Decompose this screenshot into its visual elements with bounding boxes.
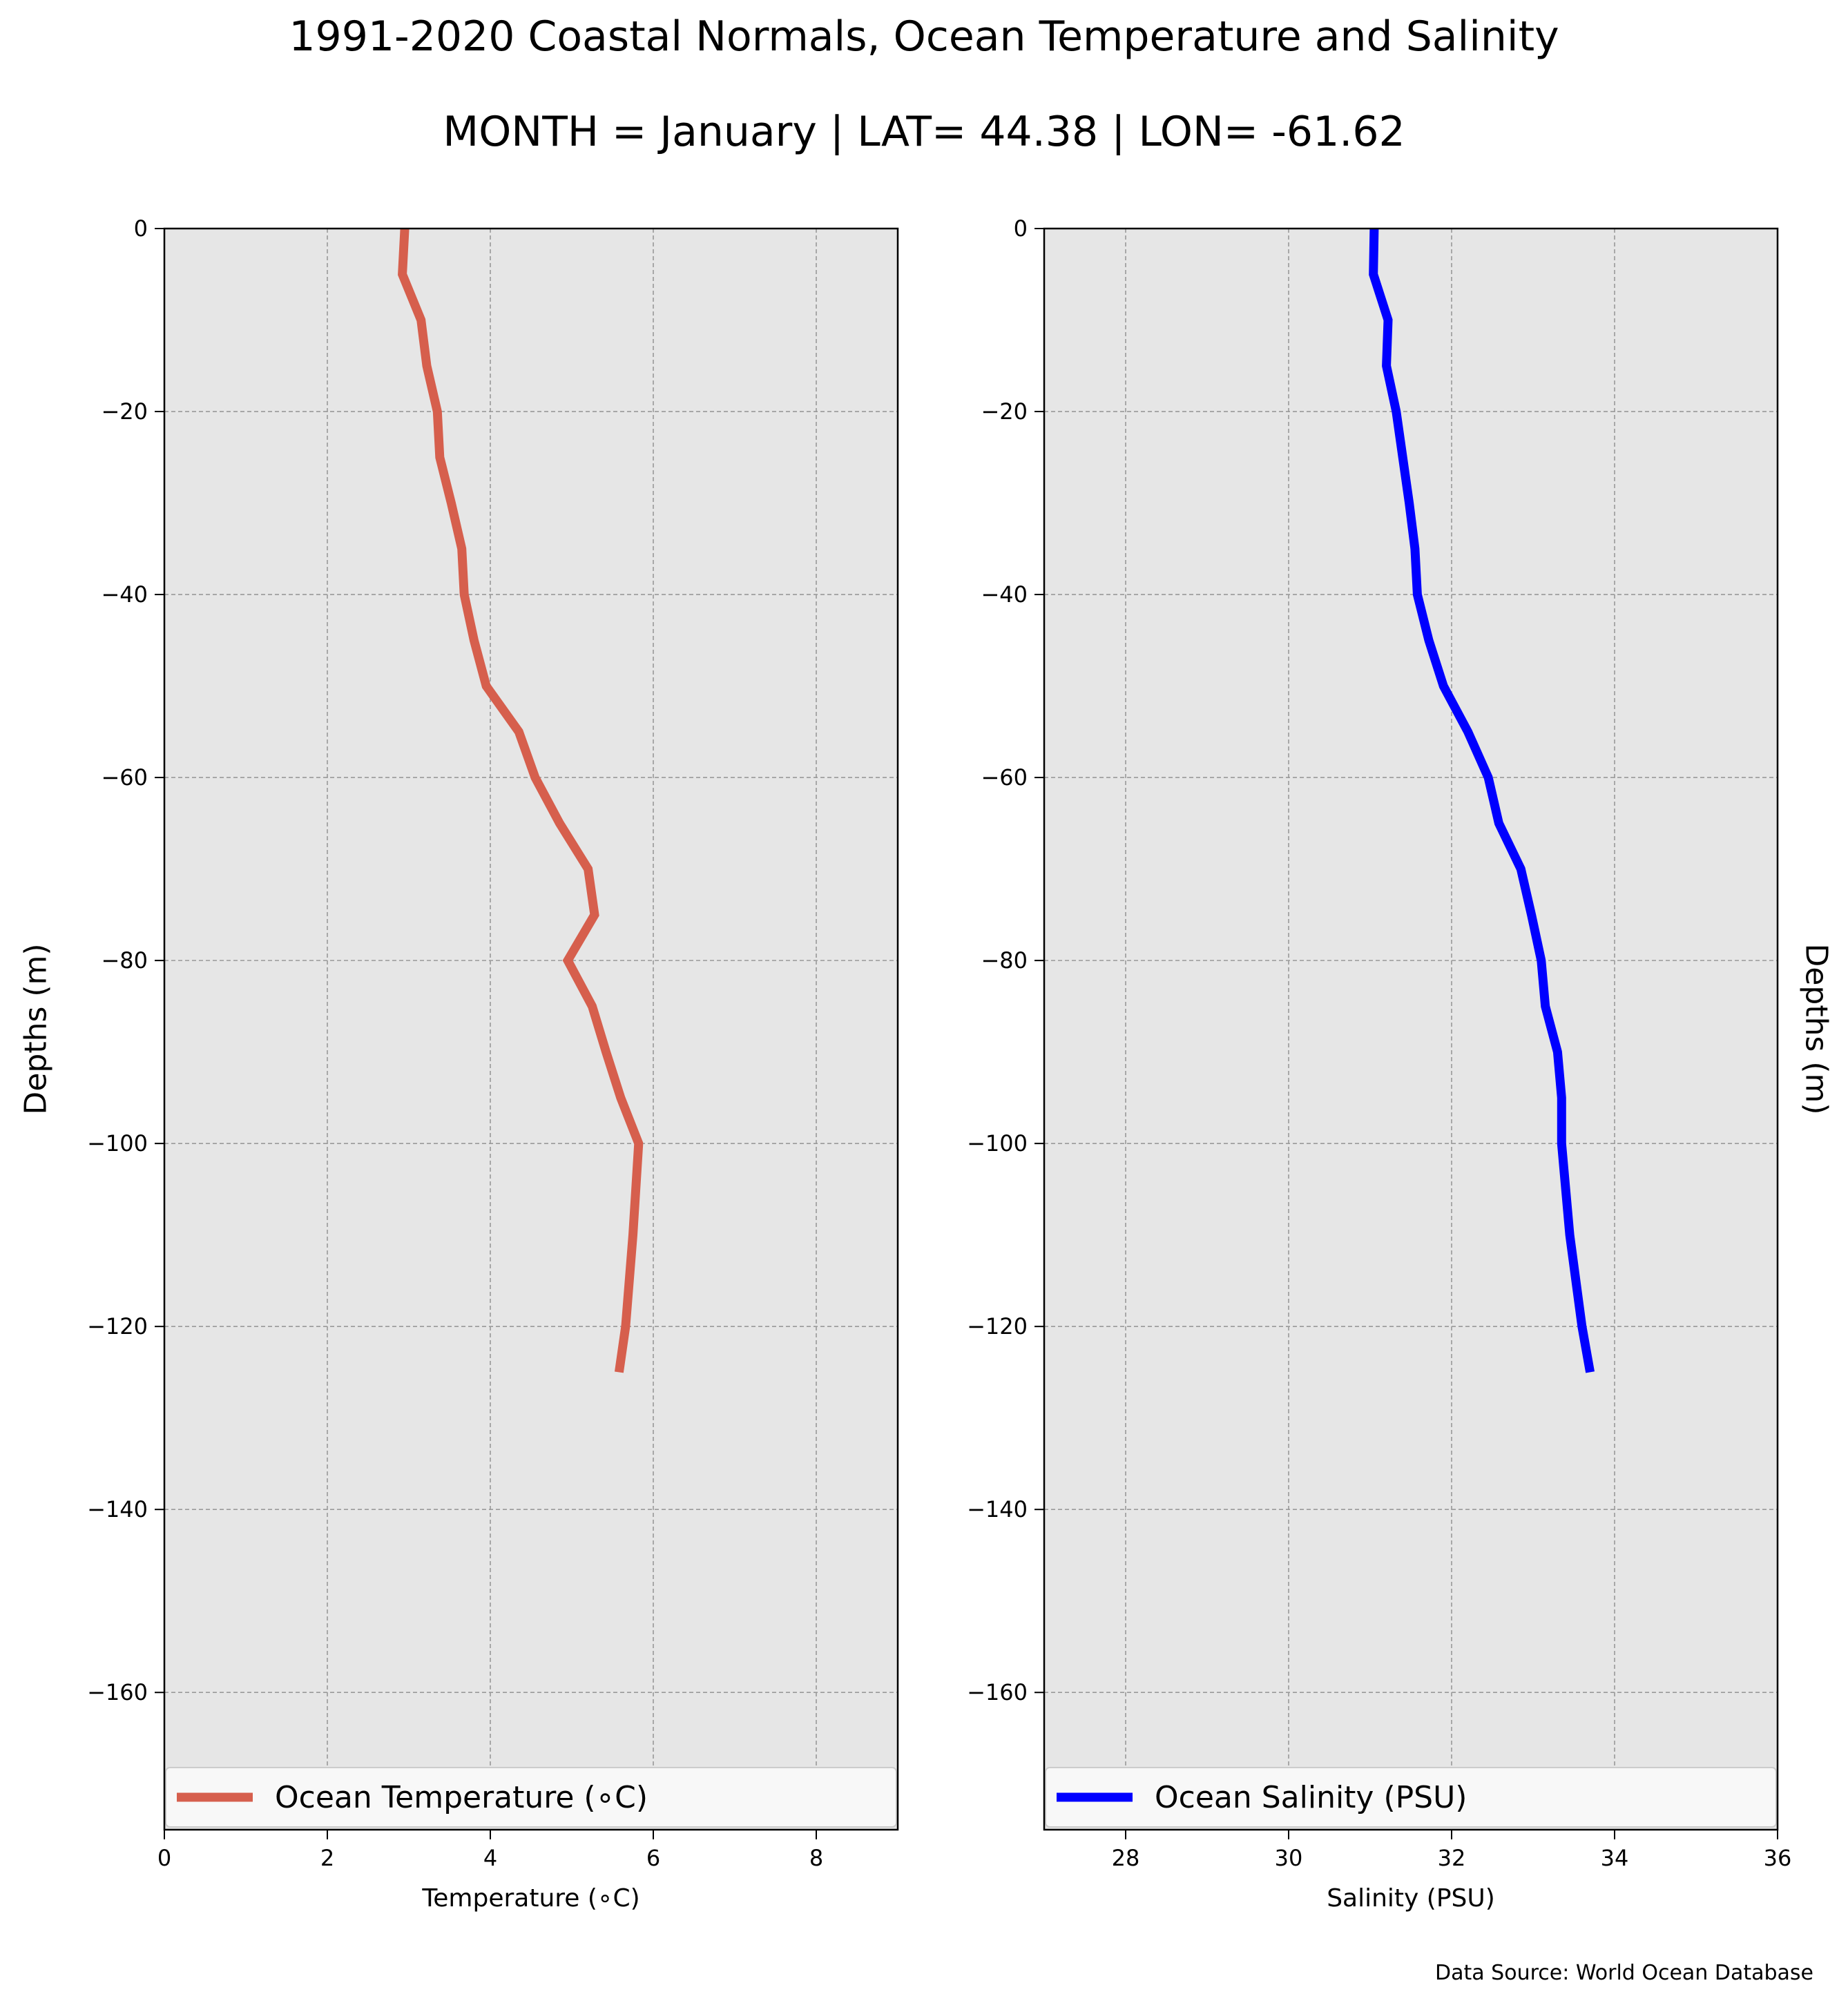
y-tick-label: −20 [101,398,148,425]
y-tick-label: −140 [87,1496,148,1522]
y-tick-label: −160 [967,1679,1028,1705]
x-axis-label: Temperature (∘C) [421,1884,639,1913]
temperature-panel: 0 −20 −40 −60 −80 −100 −120 −140 −160 0 2 4 6 8 Ocean … [19,215,899,1913]
x-tick-label: 28 [1112,1845,1140,1871]
x-tick-label: 32 [1438,1845,1466,1871]
x-tick-label: 6 [646,1845,660,1871]
y-tick-label: −160 [87,1679,148,1705]
legend: Ocean Temperature (∘C) [165,1767,897,1828]
legend-box [1045,1767,1777,1828]
axes-frame [163,227,899,1831]
y-tick-label: −80 [981,947,1028,974]
x-tick-label: 2 [320,1845,334,1871]
y-tick-label: −100 [967,1130,1028,1157]
legend-label: Ocean Salinity (PSU) [1155,1780,1467,1815]
y-tick-label: 0 [1014,215,1028,242]
series-line-temperature [398,228,644,1373]
legend: Ocean Salinity (PSU) [1045,1767,1777,1828]
y-tick-label: −20 [981,398,1028,425]
x-tick-label: 8 [809,1845,823,1871]
y-tick-label: −80 [101,947,148,974]
y-tick-label: −60 [101,764,148,791]
x-tick-label: 30 [1275,1845,1303,1871]
x-tick-label: 34 [1601,1845,1629,1871]
y-axis-label: Depths (m) [1799,943,1834,1114]
x-tick-label: 0 [157,1845,171,1871]
series-line-salinity [1369,228,1595,1373]
plot-area [164,229,898,1830]
legend-label: Ocean Temperature (∘C) [275,1780,648,1815]
y-tick-label: −120 [967,1313,1028,1339]
plot-area [1044,229,1778,1830]
y-axis-label: Depths (m) [19,943,54,1114]
y-tick-label: −100 [87,1130,148,1157]
y-tick-label: −120 [87,1313,148,1339]
y-tick-label: 0 [134,215,148,242]
x-tick-label: 36 [1764,1845,1792,1871]
x-axis-label: Salinity (PSU) [1327,1884,1495,1913]
y-tick-label: −60 [981,764,1028,791]
axes-frame [1043,227,1779,1831]
y-tick-label: −40 [101,581,148,608]
legend-box [165,1767,897,1828]
x-tick-label: 4 [483,1845,497,1871]
salinity-panel: 0 −20 −40 −60 −80 −100 −120 −140 −160 28 30 32 34 36 O… [967,215,1833,1913]
chart-subtitle: MONTH = January | LAT= 44.38 | LON= -61.… [443,108,1405,156]
y-tick-label: −40 [981,581,1028,608]
chart-title: 1991-2020 Coastal Normals, Ocean Tempera… [289,12,1559,61]
y-tick-label: −140 [967,1496,1028,1522]
data-source-note: Data Source: World Ocean Database [1435,1961,1813,1985]
